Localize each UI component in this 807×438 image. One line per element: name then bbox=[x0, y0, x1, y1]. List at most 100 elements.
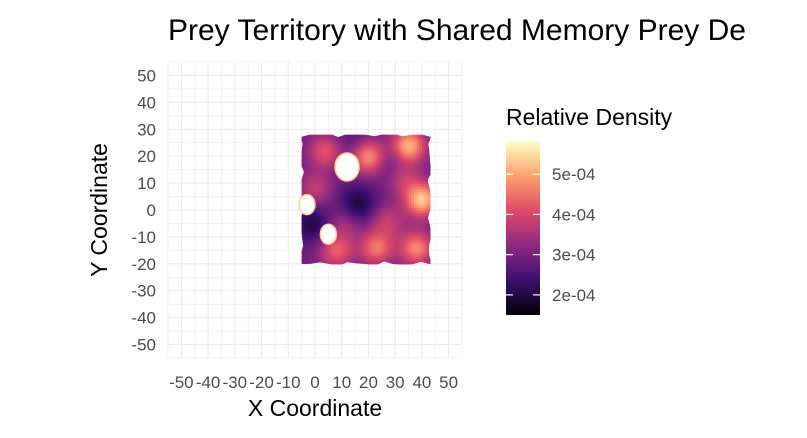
density-cell bbox=[357, 207, 362, 211]
density-cell bbox=[392, 261, 396, 265]
density-cell bbox=[427, 234, 431, 238]
density-cell bbox=[379, 161, 383, 165]
density-cell bbox=[424, 228, 428, 233]
x-tick-label: -10 bbox=[276, 373, 301, 392]
density-cell bbox=[403, 258, 407, 262]
density-cell bbox=[339, 183, 343, 187]
density-cell bbox=[413, 212, 418, 216]
density-cell bbox=[352, 258, 356, 262]
density-cell bbox=[405, 196, 410, 200]
density-cell bbox=[323, 156, 327, 160]
density-cell bbox=[376, 134, 380, 138]
density-cell bbox=[373, 191, 378, 195]
density-cell bbox=[371, 215, 375, 219]
density-cell bbox=[408, 169, 412, 173]
density-cell bbox=[395, 258, 399, 262]
density-cell bbox=[421, 148, 426, 152]
density-cell bbox=[363, 153, 367, 157]
density-cell bbox=[395, 201, 399, 206]
density-cell bbox=[357, 253, 362, 257]
density-cell bbox=[376, 191, 380, 195]
density-cell bbox=[400, 253, 404, 257]
density-cell bbox=[357, 223, 362, 227]
density-cell bbox=[328, 253, 332, 257]
density-cell bbox=[421, 140, 426, 144]
density-cell bbox=[392, 196, 396, 200]
density-cell bbox=[397, 201, 402, 206]
density-cell bbox=[387, 191, 391, 195]
density-cell bbox=[419, 137, 423, 141]
density-cell bbox=[328, 161, 332, 165]
density-cell bbox=[309, 185, 313, 190]
density-cell bbox=[376, 188, 380, 192]
density-cell bbox=[360, 244, 364, 249]
density-cell bbox=[381, 175, 386, 179]
density-cell bbox=[315, 258, 319, 262]
density-cell bbox=[304, 172, 308, 176]
density-cell bbox=[387, 169, 391, 173]
density-cell bbox=[408, 158, 412, 163]
density-cell bbox=[384, 172, 388, 176]
density-cell bbox=[355, 153, 359, 157]
density-cell bbox=[363, 164, 367, 168]
density-cell bbox=[365, 226, 370, 230]
density-cell bbox=[312, 193, 316, 198]
density-cell bbox=[379, 201, 383, 206]
density-cell bbox=[309, 166, 313, 171]
density-cell bbox=[381, 196, 386, 200]
density-cell bbox=[336, 242, 340, 246]
density-cell bbox=[379, 150, 383, 155]
density-cell bbox=[328, 137, 332, 141]
density-cell bbox=[413, 175, 418, 179]
density-cell bbox=[306, 137, 311, 141]
density-cell bbox=[312, 226, 316, 230]
density-cell bbox=[413, 244, 418, 249]
density-cell bbox=[363, 161, 367, 165]
density-cell bbox=[397, 180, 402, 184]
density-cell bbox=[320, 134, 324, 138]
density-cell bbox=[331, 199, 335, 203]
density-cell bbox=[328, 215, 332, 219]
density-cell bbox=[395, 231, 399, 235]
density-cell bbox=[413, 204, 418, 208]
density-heatmap bbox=[301, 134, 431, 265]
density-cell bbox=[397, 185, 402, 190]
density-cell bbox=[352, 226, 356, 230]
density-cell bbox=[421, 196, 426, 200]
density-cell bbox=[365, 183, 370, 187]
density-cell bbox=[408, 183, 412, 187]
density-cell bbox=[419, 201, 423, 206]
density-cell bbox=[379, 231, 383, 235]
density-cell bbox=[331, 150, 335, 155]
density-cell bbox=[387, 228, 391, 233]
density-cell bbox=[363, 183, 367, 187]
density-cell bbox=[363, 242, 367, 246]
density-cell bbox=[403, 180, 407, 184]
density-cell bbox=[323, 212, 327, 216]
density-cell bbox=[397, 250, 402, 254]
density-cell bbox=[424, 172, 428, 176]
density-cell bbox=[341, 210, 345, 214]
density-cell bbox=[413, 180, 418, 184]
density-cell bbox=[405, 175, 410, 179]
density-cell bbox=[405, 145, 410, 149]
density-cell bbox=[400, 193, 404, 198]
density-cell bbox=[379, 218, 383, 222]
density-cell bbox=[315, 185, 319, 190]
density-cell bbox=[344, 226, 348, 230]
density-cell bbox=[341, 215, 345, 219]
density-cell bbox=[360, 218, 364, 222]
density-cell bbox=[416, 150, 420, 155]
density-cell bbox=[323, 158, 327, 163]
density-cell bbox=[376, 148, 380, 152]
density-cell bbox=[373, 164, 378, 168]
density-cell bbox=[325, 177, 329, 181]
density-cell bbox=[421, 177, 426, 181]
density-cell bbox=[416, 134, 420, 138]
x-tick-label: -40 bbox=[196, 373, 221, 392]
density-cell bbox=[339, 253, 343, 257]
density-cell bbox=[389, 191, 394, 195]
density-cell bbox=[349, 204, 354, 208]
density-cell bbox=[333, 156, 337, 160]
density-cell bbox=[381, 228, 386, 233]
